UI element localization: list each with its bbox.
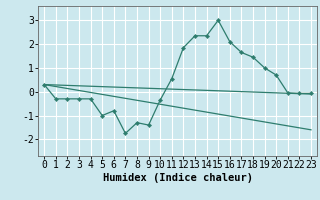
X-axis label: Humidex (Indice chaleur): Humidex (Indice chaleur) <box>103 173 252 183</box>
